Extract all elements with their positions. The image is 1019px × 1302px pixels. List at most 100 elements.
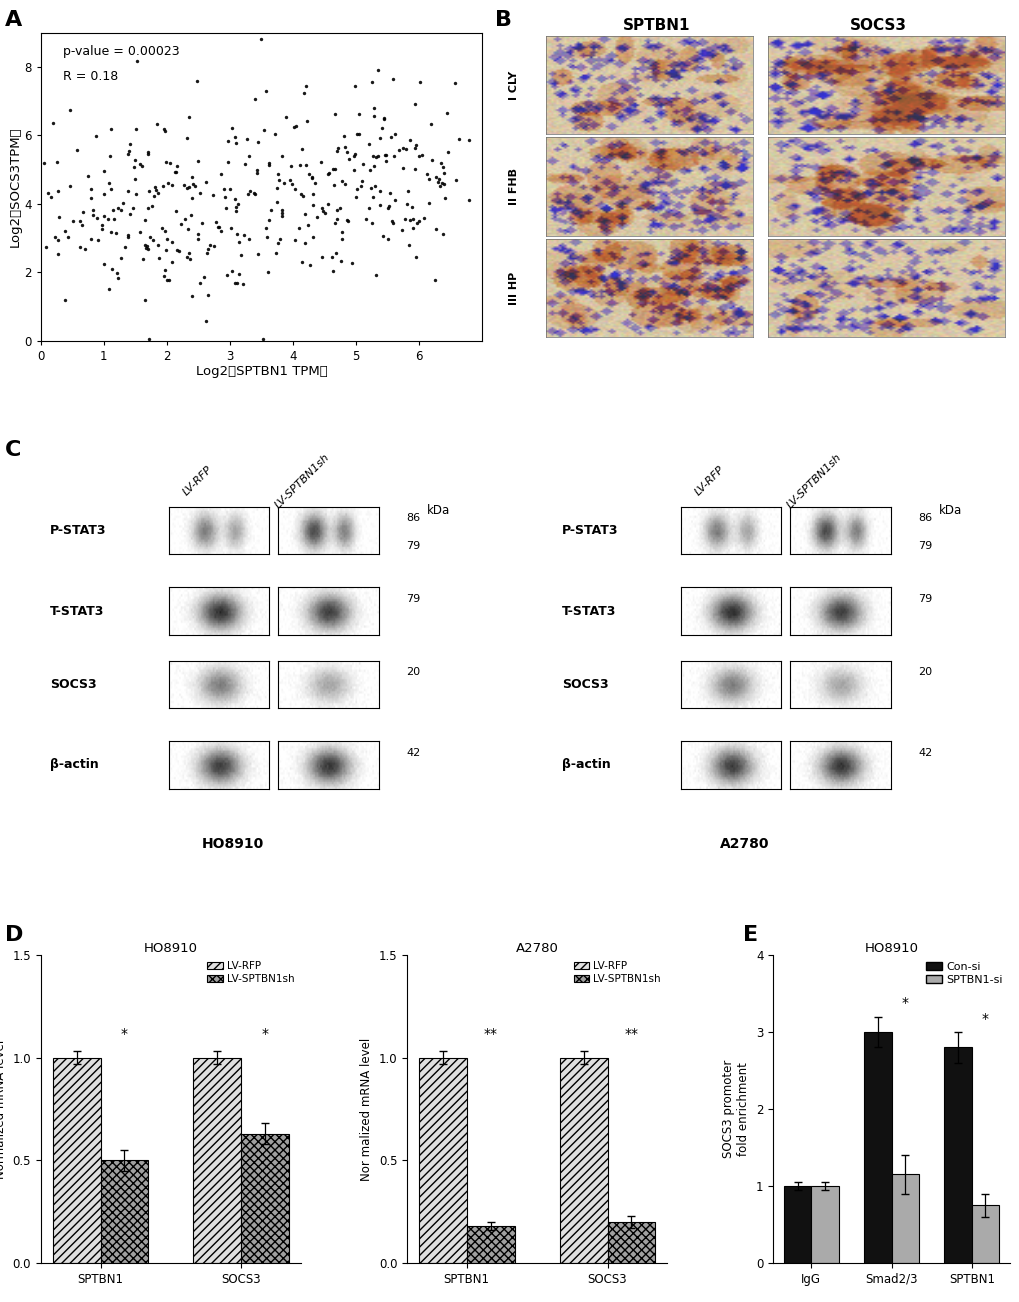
Point	[365, 146, 381, 167]
Point	[365, 187, 381, 208]
Point	[261, 155, 277, 176]
Title: HO8910: HO8910	[144, 941, 198, 954]
Point	[272, 229, 288, 250]
Point	[292, 184, 309, 204]
Point	[347, 187, 364, 208]
Point	[448, 169, 465, 190]
Point	[407, 159, 423, 180]
Point	[65, 211, 82, 232]
Point	[184, 167, 201, 187]
Point	[317, 203, 333, 224]
Point	[348, 124, 365, 145]
Point	[348, 178, 365, 199]
Text: R = 0.18: R = 0.18	[63, 69, 118, 82]
Point	[180, 219, 197, 240]
Point	[125, 156, 142, 177]
Point	[326, 104, 342, 125]
Point	[331, 197, 347, 217]
Point	[158, 152, 174, 173]
Point	[328, 141, 344, 161]
Point	[439, 142, 455, 163]
Point	[258, 217, 274, 238]
Point	[370, 146, 386, 167]
Point	[178, 128, 195, 148]
Point	[414, 145, 430, 165]
Point	[210, 216, 226, 237]
Text: *: *	[121, 1027, 127, 1042]
Point	[411, 210, 427, 230]
Point	[186, 176, 203, 197]
Bar	[863, 1032, 891, 1263]
Point	[163, 253, 179, 273]
Point	[315, 201, 331, 221]
Point	[270, 233, 286, 254]
Point	[176, 174, 193, 195]
Point	[396, 208, 413, 229]
Point	[305, 184, 321, 204]
Point	[126, 169, 143, 190]
Point	[121, 141, 138, 161]
Point	[300, 215, 316, 236]
Point	[50, 229, 66, 250]
Text: C: C	[5, 440, 21, 460]
Point	[168, 161, 184, 182]
Point	[294, 186, 311, 207]
Point	[273, 199, 289, 220]
Point	[324, 159, 340, 180]
Point	[139, 236, 155, 256]
Point	[180, 242, 197, 263]
Point	[148, 180, 164, 201]
Point	[83, 229, 99, 250]
Point	[228, 133, 245, 154]
Y-axis label: Normalized mRNA level: Normalized mRNA level	[0, 1039, 7, 1178]
Point	[386, 189, 403, 210]
Point	[101, 173, 117, 194]
Point	[191, 151, 207, 172]
Point	[85, 204, 101, 225]
Text: *: *	[981, 1012, 988, 1026]
Point	[394, 158, 411, 178]
Text: p-value = 0.00023: p-value = 0.00023	[63, 44, 179, 57]
Bar	[944, 1047, 971, 1263]
Text: II FHB: II FHB	[508, 168, 518, 204]
Point	[408, 212, 424, 233]
Point	[291, 155, 308, 176]
Point	[50, 207, 66, 228]
Point	[161, 270, 177, 290]
Point	[161, 152, 177, 173]
Point	[427, 167, 443, 187]
Text: A2780: A2780	[719, 837, 768, 852]
Point	[133, 156, 150, 177]
Point	[339, 211, 356, 232]
Point	[166, 161, 182, 182]
Point	[157, 220, 173, 241]
Text: III HP: III HP	[508, 272, 518, 305]
Point	[121, 203, 138, 224]
Text: 79: 79	[406, 594, 420, 604]
Point	[361, 198, 377, 219]
Point	[435, 156, 451, 177]
Point	[181, 249, 198, 270]
Point	[96, 253, 112, 273]
Point	[246, 182, 262, 203]
Point	[141, 238, 157, 259]
Title: HO8910: HO8910	[864, 941, 918, 954]
Text: 20: 20	[406, 667, 420, 677]
Point	[102, 146, 118, 167]
Point	[375, 108, 391, 129]
Point	[326, 212, 342, 233]
Point	[378, 151, 394, 172]
Point	[110, 268, 126, 289]
Point	[76, 238, 93, 259]
Text: 86: 86	[406, 513, 420, 523]
Point	[435, 224, 451, 245]
Point	[377, 145, 393, 165]
Point	[408, 247, 424, 268]
Point	[263, 199, 279, 220]
Point	[343, 253, 360, 273]
Point	[96, 161, 112, 182]
Text: 20: 20	[917, 667, 931, 677]
Point	[305, 194, 321, 215]
Point	[207, 211, 223, 232]
Point	[222, 217, 238, 238]
